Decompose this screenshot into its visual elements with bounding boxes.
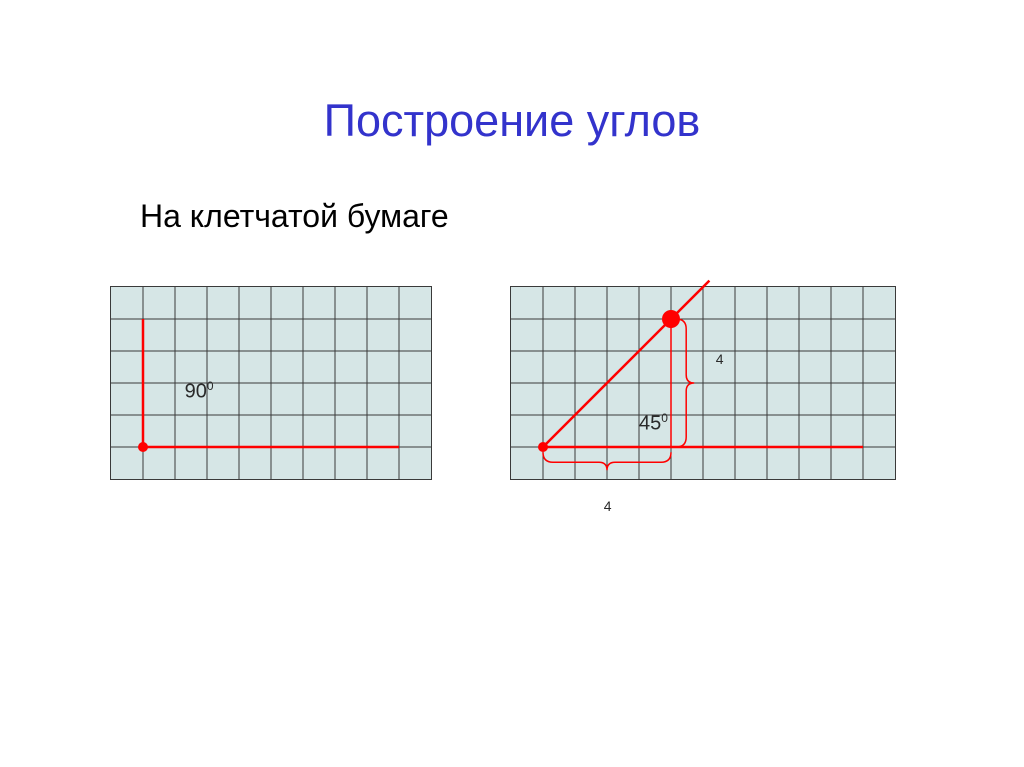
angle-label-45: 450 xyxy=(639,411,668,436)
angle-sup: 0 xyxy=(661,411,668,425)
angle-label-90: 900 xyxy=(185,379,214,404)
grid-right: 450 4 4 xyxy=(510,286,896,480)
dimension-label-horizontal: 4 xyxy=(604,498,612,514)
grid-left-svg xyxy=(91,267,491,519)
dimension-label-vertical: 4 xyxy=(716,351,724,367)
angle-value: 45 xyxy=(639,413,661,435)
grid-left: 900 xyxy=(110,286,432,480)
slide-subtitle: На клетчатой бумаге xyxy=(140,198,449,235)
grid-right-svg xyxy=(491,267,955,519)
slide-title: Построение углов xyxy=(0,95,1024,147)
angle-value: 90 xyxy=(185,381,207,403)
angle-sup: 0 xyxy=(207,379,214,393)
